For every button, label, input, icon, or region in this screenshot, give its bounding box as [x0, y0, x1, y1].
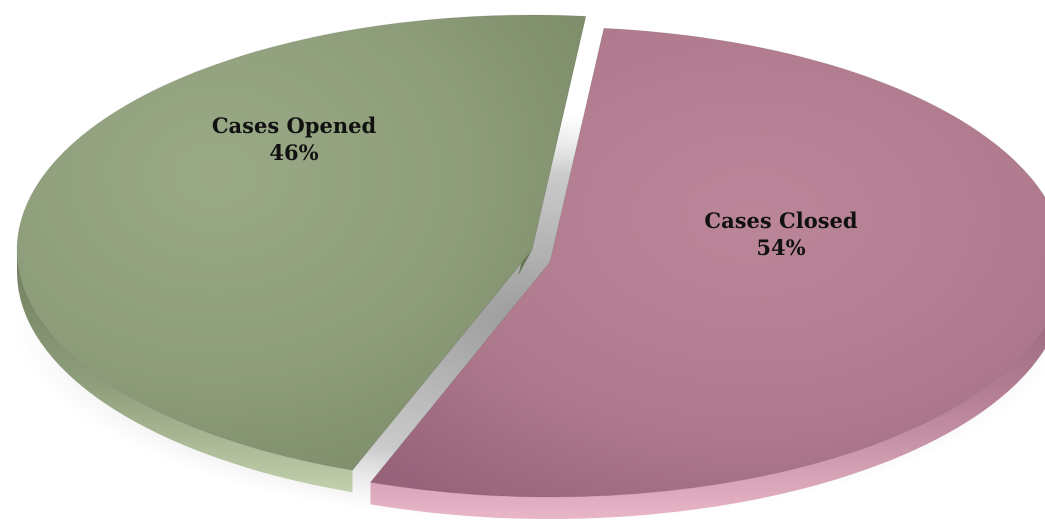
data-label-cases-opened: Cases Opened 46%: [212, 113, 377, 165]
data-label-percent: 54%: [756, 235, 805, 260]
slice-cases-opened-side: [17, 250, 353, 493]
data-label-name: Cases Opened: [212, 113, 377, 138]
slice-cases-closed-side: [370, 326, 1045, 519]
data-label-name: Cases Closed: [704, 208, 858, 233]
data-label-percent: 46%: [269, 140, 318, 165]
data-label-cases-closed: Cases Closed 54%: [704, 208, 858, 260]
slice-cases-opened: [16, 14, 587, 471]
slice-cases-closed: [369, 27, 1045, 498]
